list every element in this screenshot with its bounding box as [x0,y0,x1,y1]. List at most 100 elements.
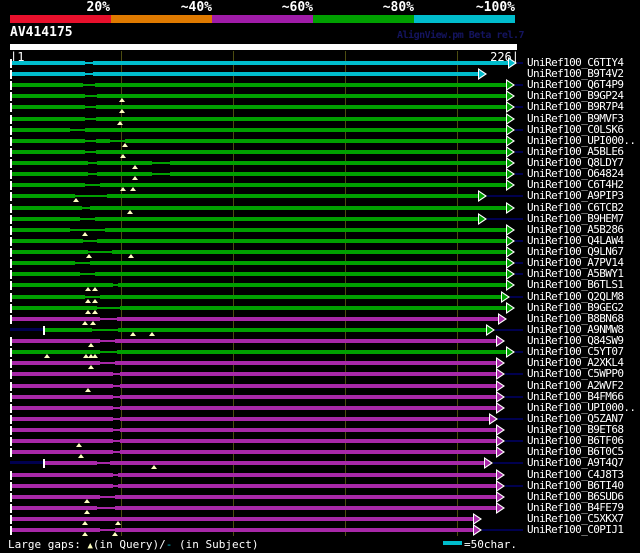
alignment-bar-segment[interactable] [110,461,486,465]
alignment-bar-segment[interactable] [120,406,498,410]
row-label[interactable]: UniRef100_Q84SW9 [527,334,624,347]
alignment-bar-segment[interactable] [10,528,100,532]
alignment-row[interactable] [0,502,640,514]
row-label[interactable]: UniRef100_B9ET68 [527,423,624,436]
alignment-row[interactable] [0,124,640,136]
alignment-bar-segment[interactable] [10,450,113,454]
alignment-bar-segment[interactable] [120,372,498,376]
alignment-row[interactable] [0,135,640,147]
alignment-row[interactable] [0,457,640,469]
alignment-bar-segment[interactable] [115,495,498,499]
row-label[interactable]: UniRef100_B9HEM7 [527,212,624,225]
row-label[interactable]: UniRef100_B4FE79 [527,501,624,514]
row-label[interactable]: UniRef100_Q6T4P9 [527,78,624,91]
alignment-row[interactable] [0,202,640,214]
row-label[interactable]: UniRef100_A9NMW8 [527,323,624,336]
alignment-bar-segment[interactable] [96,105,508,109]
alignment-bar-segment[interactable] [115,361,498,365]
alignment-row[interactable] [0,291,640,303]
alignment-row[interactable] [0,268,640,280]
alignment-row[interactable] [0,335,640,347]
row-label[interactable]: UniRef100_B6TLS1 [527,278,624,291]
row-label[interactable]: UniRef100_C6TIY4 [527,56,624,69]
alignment-bar-segment[interactable] [90,206,508,210]
alignment-row[interactable] [0,113,640,125]
alignment-row[interactable] [0,257,640,269]
alignment-bar-segment[interactable] [115,506,498,510]
row-label[interactable]: UniRef100_Q2QLM8 [527,290,624,303]
row-label[interactable]: UniRef100_C5YT07 [527,345,624,358]
row-label[interactable]: UniRef100_Q8LDY7 [527,156,624,169]
row-label[interactable]: UniRef100_B9R7P4 [527,100,624,113]
row-label[interactable]: UniRef100_A7PV14 [527,256,624,269]
row-label[interactable]: UniRef100_B6T0C5 [527,445,624,458]
alignment-row[interactable] [0,435,640,447]
row-label[interactable]: UniRef100_O64824 [527,167,624,180]
alignment-bar-segment[interactable] [115,339,498,343]
alignment-row[interactable] [0,313,640,325]
alignment-bar-segment[interactable] [93,61,510,65]
row-label[interactable]: UniRef100_A2XKL4 [527,356,624,369]
alignment-bar-segment[interactable] [10,94,85,98]
alignment-bar-segment[interactable] [10,83,83,87]
alignment-bar-segment[interactable] [96,117,508,121]
alignment-bar-segment[interactable] [10,484,113,488]
alignment-bar-segment[interactable] [118,328,488,332]
alignment-bar-segment[interactable] [170,172,508,176]
alignment-bar-segment[interactable] [170,161,508,165]
alignment-bar-segment[interactable] [10,406,113,410]
alignment-bar-segment[interactable] [10,384,113,388]
alignment-row[interactable] [0,90,640,102]
alignment-bar-segment[interactable] [105,228,508,232]
row-label[interactable]: UniRef100_B6TF06 [527,434,624,447]
alignment-bar-segment[interactable] [120,450,498,454]
row-label[interactable]: UniRef100_B9GP24 [527,89,624,102]
alignment-row[interactable] [0,57,640,69]
alignment-bar-segment[interactable] [10,172,88,176]
alignment-row[interactable] [0,224,640,236]
alignment-bar-segment[interactable] [125,139,508,143]
alignment-bar-segment[interactable] [96,150,508,154]
alignment-bar-segment[interactable] [118,484,498,488]
alignment-row[interactable] [0,346,640,358]
alignment-bar-segment[interactable] [10,417,113,421]
alignment-bar-segment[interactable] [115,528,475,532]
alignment-row[interactable] [0,302,640,314]
alignment-row[interactable] [0,413,640,425]
row-label[interactable]: UniRef100_A9PIP3 [527,189,624,202]
alignment-bar-segment[interactable] [10,105,85,109]
alignment-bar-segment[interactable] [120,417,491,421]
alignment-row[interactable] [0,146,640,158]
alignment-row[interactable] [0,446,640,458]
alignment-bar-segment[interactable] [10,239,83,243]
alignment-bar-segment[interactable] [100,183,508,187]
alignment-bar-segment[interactable] [95,217,480,221]
alignment-bar-segment[interactable] [90,261,508,265]
alignment-bar-segment[interactable] [10,283,113,287]
alignment-row[interactable] [0,157,640,169]
row-label[interactable]: UniRef100_A2WVF2 [527,379,624,392]
alignment-row[interactable] [0,324,640,336]
alignment-bar-segment[interactable] [43,328,92,332]
row-label[interactable]: UniRef100_C6T4H2 [527,178,624,191]
alignment-row[interactable] [0,79,640,91]
row-label[interactable]: UniRef100_C5XKX7 [527,512,624,525]
alignment-bar-segment[interactable] [10,250,88,254]
alignment-bar-segment[interactable] [10,295,85,299]
alignment-row[interactable] [0,368,640,380]
alignment-bar-segment[interactable] [95,272,508,276]
alignment-row[interactable] [0,491,640,503]
alignment-bar-segment[interactable] [10,161,88,165]
alignment-bar-segment[interactable] [10,150,85,154]
alignment-row[interactable] [0,524,640,536]
alignment-bar-segment[interactable] [10,372,113,376]
row-label[interactable]: UniRef100_UPI000.. [527,401,636,414]
alignment-row[interactable] [0,279,640,291]
alignment-bar-segment[interactable] [10,517,475,521]
alignment-bar-segment[interactable] [10,139,85,143]
alignment-bar-segment[interactable] [120,395,498,399]
alignment-bar-segment[interactable] [120,428,498,432]
alignment-bar-segment[interactable] [10,228,70,232]
alignment-row[interactable] [0,235,640,247]
alignment-bar-segment[interactable] [100,295,503,299]
